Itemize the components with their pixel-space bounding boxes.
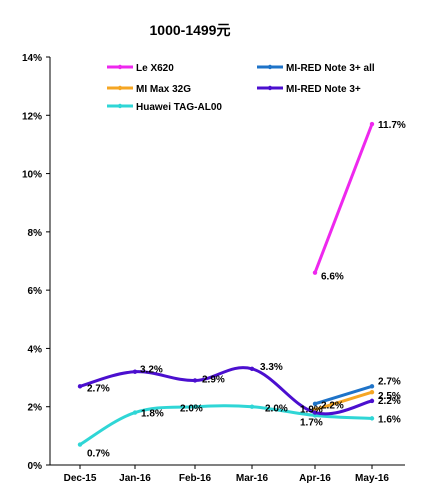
y-tick-label: 14% [22, 53, 42, 64]
data-label: 2.5% [378, 391, 401, 402]
data-point [132, 369, 138, 374]
legend-marker [267, 85, 273, 91]
legend-marker [117, 85, 123, 91]
legend-label: MI Max 32G [136, 84, 191, 95]
y-tick-label: 10% [22, 170, 42, 181]
data-labels: 0.7% 1.8% 2.0% 2.0% 1.7% 1.6% 1.9% 2.5% 2.7% 2.7%… [87, 120, 406, 460]
series-line [313, 122, 374, 275]
legend-marker [117, 64, 123, 70]
data-label: 11.7% [378, 120, 406, 131]
y-tick-label: 12% [22, 111, 42, 122]
data-point [312, 270, 318, 275]
series-line [313, 390, 374, 412]
legend: Le X620 MI-RED Note 3+ all MI Max 32G MI-RE… [107, 63, 375, 113]
chart-title: 1000-1499元 [150, 22, 231, 38]
data-label: 2.7% [378, 376, 401, 387]
data-point [77, 384, 83, 389]
legend-label: MI-RED Note 3+ [286, 84, 361, 95]
data-point [369, 389, 375, 395]
data-point [249, 404, 255, 409]
data-point [369, 416, 375, 421]
legend-marker [267, 64, 273, 70]
x-tick-label: May-16 [355, 473, 389, 484]
data-point [312, 401, 318, 406]
data-label: 1.9% [300, 405, 323, 416]
series-line [78, 404, 374, 447]
series-line [313, 384, 374, 406]
data-label: 1.6% [378, 414, 401, 425]
axes: 0% 2% 4% 6% 8% 10% 12% 14% Dec-15 Jan-16 Feb-16 Mar… [22, 53, 405, 484]
data-point [77, 442, 83, 447]
x-tick-label: Dec-15 [64, 473, 97, 484]
data-label: 2.0% [180, 404, 203, 415]
data-label: 2.9% [202, 374, 225, 385]
data-point [249, 366, 255, 372]
data-label: 0.7% [87, 449, 110, 460]
data-label: 1.7% [300, 417, 323, 428]
data-label: 6.6% [321, 272, 344, 283]
data-point [192, 404, 198, 409]
x-tick-label: Mar-16 [236, 473, 269, 484]
data-label: 3.3% [260, 362, 283, 373]
data-point [369, 398, 375, 404]
y-tick-label: 8% [28, 228, 43, 239]
data-label: 2.7% [87, 383, 110, 394]
y-tick-label: 0% [28, 461, 43, 472]
legend-label: Le X620 [136, 63, 174, 74]
data-point [132, 410, 138, 415]
legend-marker [117, 103, 123, 109]
x-tick-label: Apr-16 [299, 473, 331, 484]
data-point [192, 378, 198, 383]
y-tick-label: 2% [28, 403, 43, 414]
data-label: 2.2% [321, 401, 344, 412]
data-point [312, 410, 318, 415]
y-tick-label: 6% [28, 286, 43, 297]
legend-label: MI-RED Note 3+ all [286, 63, 375, 74]
data-label: 2.0% [265, 404, 288, 415]
x-tick-label: Jan-16 [119, 473, 151, 484]
x-tick-label: Feb-16 [179, 473, 212, 484]
legend-label: Huawei TAG-AL00 [136, 102, 222, 113]
series-layer [77, 121, 375, 447]
data-label: 2.2% [378, 396, 401, 407]
y-tick-label: 4% [28, 344, 43, 355]
data-label: 3.2% [140, 365, 163, 376]
data-point [369, 384, 375, 389]
data-point [369, 121, 375, 127]
data-label: 1.8% [141, 409, 164, 420]
